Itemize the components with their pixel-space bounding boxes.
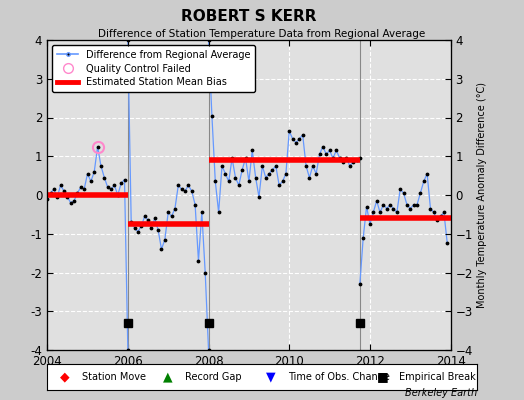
Text: ■: ■	[376, 370, 388, 384]
Title: ROBERT S KERR: ROBERT S KERR	[181, 8, 316, 24]
Text: Difference of Station Temperature Data from Regional Average: Difference of Station Temperature Data f…	[99, 29, 425, 39]
Y-axis label: Monthly Temperature Anomaly Difference (°C): Monthly Temperature Anomaly Difference (…	[477, 82, 487, 308]
Text: Berkeley Earth: Berkeley Earth	[405, 388, 477, 398]
Text: ▼: ▼	[266, 370, 276, 384]
Text: Record Gap: Record Gap	[184, 372, 241, 382]
Text: Empirical Break: Empirical Break	[399, 372, 476, 382]
Text: ◆: ◆	[60, 370, 69, 384]
Text: Station Move: Station Move	[82, 372, 146, 382]
Text: Time of Obs. Change: Time of Obs. Change	[288, 372, 390, 382]
Legend: Difference from Regional Average, Quality Control Failed, Estimated Station Mean: Difference from Regional Average, Qualit…	[52, 45, 255, 92]
Text: ▲: ▲	[162, 370, 172, 384]
